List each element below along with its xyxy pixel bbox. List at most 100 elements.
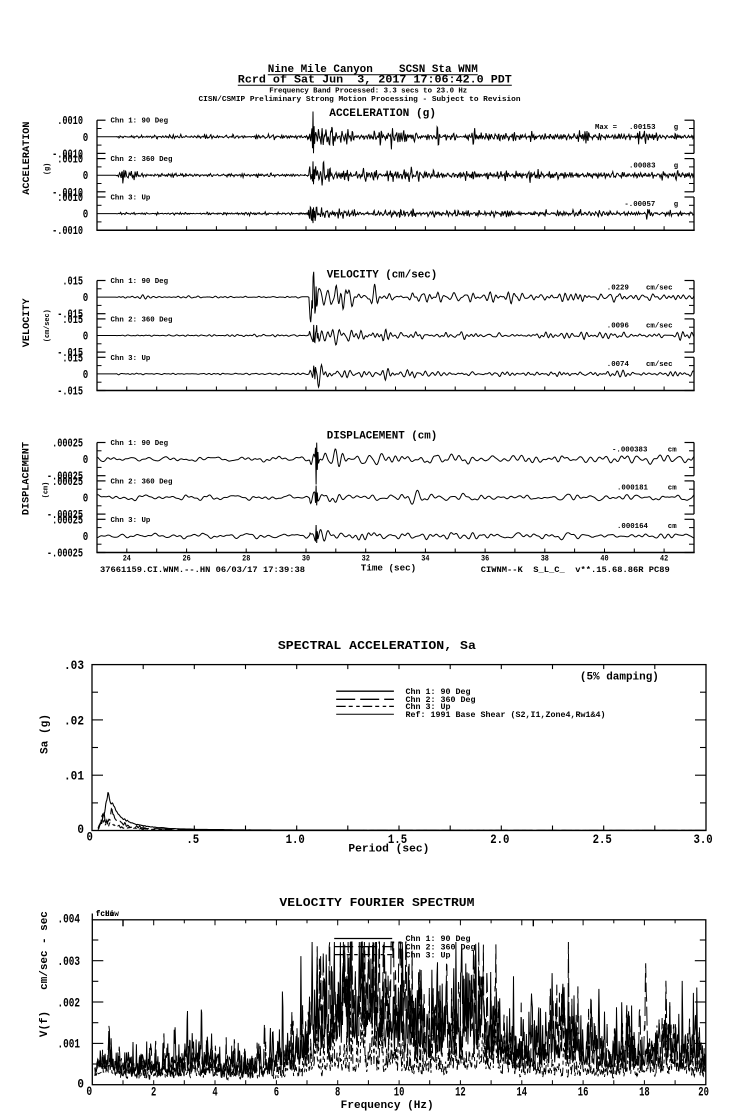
svg-text:.01: .01 — [64, 769, 84, 784]
svg-text:Chn 1: 90 Deg: Chn 1: 90 Deg — [406, 935, 471, 944]
svg-text:38: 38 — [541, 555, 549, 564]
svg-text:0: 0 — [83, 492, 89, 506]
svg-text:.00153: .00153 — [629, 124, 656, 132]
svg-text:-.00057: -.00057 — [624, 201, 655, 209]
svg-text:.0096: .0096 — [607, 323, 630, 331]
svg-text:10: 10 — [394, 1086, 405, 1100]
svg-text:.000164: .000164 — [617, 523, 648, 531]
svg-text:VELOCITY FOURIER SPECTRUM: VELOCITY FOURIER SPECTRUM — [279, 896, 474, 910]
svg-text:42: 42 — [660, 555, 668, 564]
svg-text:Chn 2: 360 Deg: Chn 2: 360 Deg — [111, 316, 173, 324]
svg-text:fcLow: fcLow — [96, 910, 119, 919]
svg-text:16: 16 — [578, 1086, 589, 1100]
svg-text:.00025: .00025 — [52, 475, 83, 489]
svg-text:4: 4 — [212, 1086, 218, 1100]
svg-text:Nine Mile Canyon SCSN Sta W: Nine Mile Canyon SCSN Sta WNM — [268, 64, 478, 76]
svg-text:.002: .002 — [58, 995, 81, 1010]
svg-text:Frequency (Hz): Frequency (Hz) — [341, 1100, 434, 1112]
svg-text:.015: .015 — [62, 313, 83, 327]
svg-text:-.0010: -.0010 — [52, 224, 83, 238]
svg-text:24: 24 — [123, 555, 131, 564]
svg-text:0: 0 — [77, 1076, 84, 1091]
svg-text:CISN/CSMIP Preliminary Strong: CISN/CSMIP Preliminary Strong Motion Pro… — [199, 96, 522, 104]
svg-text:.015: .015 — [62, 351, 83, 365]
svg-text:g: g — [674, 162, 679, 170]
svg-text:0: 0 — [83, 330, 89, 344]
svg-text:0: 0 — [87, 830, 94, 845]
svg-text:.015: .015 — [62, 275, 83, 289]
svg-text:3.0: 3.0 — [694, 832, 713, 847]
svg-text:.00083: .00083 — [629, 162, 656, 170]
svg-text:37661159.CI.WNM.--.HN 06/03/17: 37661159.CI.WNM.--.HN 06/03/17 17:39:38 — [100, 565, 305, 575]
svg-text:Chn 1: 90 Deg: Chn 1: 90 Deg — [406, 688, 471, 697]
svg-text:Chn 2: 360 Deg: Chn 2: 360 Deg — [406, 696, 476, 705]
svg-text:Chn 2: 360 Deg: Chn 2: 360 Deg — [406, 943, 476, 952]
svg-text:30: 30 — [302, 555, 310, 564]
svg-text:28: 28 — [242, 555, 250, 564]
svg-text:CIWNM--K S_L_C_ v**.15.68.86: CIWNM--K S_L_C_ v**.15.68.86R PC89 — [481, 565, 670, 575]
svg-text:Chn 3: Up: Chn 3: Up — [111, 195, 151, 203]
svg-text:14: 14 — [517, 1086, 528, 1100]
svg-text:Chn 1: 90 Deg: Chn 1: 90 Deg — [111, 440, 169, 448]
svg-text:VELOCITY (cm/sec): VELOCITY (cm/sec) — [327, 270, 438, 282]
svg-text:-.00025: -.00025 — [47, 470, 83, 484]
svg-text:cm/sec: cm/sec — [646, 284, 673, 292]
svg-text:6: 6 — [274, 1086, 279, 1100]
svg-text:.0010: .0010 — [57, 191, 83, 205]
svg-text:.02: .02 — [64, 713, 84, 728]
svg-text:V(f): V(f) — [39, 1011, 51, 1037]
svg-text:18: 18 — [639, 1086, 650, 1100]
svg-text:(cm/sec): (cm/sec) — [44, 309, 52, 342]
svg-text:.001: .001 — [58, 1037, 81, 1052]
svg-text:cm/sec: cm/sec — [646, 323, 673, 331]
svg-text:20: 20 — [698, 1086, 709, 1100]
svg-text:Chn 2: 360 Deg: Chn 2: 360 Deg — [111, 478, 173, 486]
svg-text:DISPLACEMENT: DISPLACEMENT — [21, 442, 32, 515]
svg-text:-.0010: -.0010 — [52, 147, 83, 161]
svg-text:(5% damping): (5% damping) — [580, 672, 659, 684]
svg-text:.00025: .00025 — [52, 437, 83, 451]
svg-text:(g): (g) — [44, 163, 52, 175]
svg-text:Rcrd of Sat Jun 3, 2017 17:06: Rcrd of Sat Jun 3, 2017 17:06:42.0 PDT — [238, 74, 512, 86]
svg-text:Ref: 1991 Base Shear (S2,I1,Zo: Ref: 1991 Base Shear (S2,I1,Zone4,Rw1&4) — [406, 711, 606, 720]
svg-text:Chn 2: 360 Deg: Chn 2: 360 Deg — [111, 156, 173, 164]
svg-text:0: 0 — [83, 368, 89, 382]
svg-text:Chn 1: 90 Deg: Chn 1: 90 Deg — [111, 118, 169, 126]
svg-text:0: 0 — [83, 131, 89, 145]
svg-text:Chn 3: Up: Chn 3: Up — [111, 355, 151, 363]
svg-text:.000181: .000181 — [617, 485, 648, 493]
svg-text:0: 0 — [83, 530, 89, 544]
svg-text:cm: cm — [668, 523, 677, 531]
svg-text:cm: cm — [668, 485, 677, 493]
svg-text:ACCELERATION: ACCELERATION — [22, 122, 33, 195]
svg-text:.03: .03 — [64, 658, 84, 673]
svg-text:-.000383: -.000383 — [612, 446, 648, 454]
svg-text:2.0: 2.0 — [490, 832, 509, 847]
svg-text:-.015: -.015 — [57, 385, 83, 399]
svg-text:Chn 3: Up: Chn 3: Up — [406, 951, 451, 960]
svg-text:.0229: .0229 — [607, 284, 630, 292]
svg-text:0: 0 — [83, 208, 89, 222]
svg-text:(cm): (cm) — [43, 482, 51, 498]
svg-text:.004: .004 — [58, 911, 81, 926]
svg-text:32: 32 — [362, 555, 370, 564]
svg-text:Sa (g): Sa (g) — [40, 714, 52, 754]
svg-text:.003: .003 — [58, 954, 81, 969]
svg-text:0: 0 — [77, 822, 84, 837]
svg-text:fcHi: fcHi — [96, 910, 115, 919]
svg-text:DISPLACEMENT (cm): DISPLACEMENT (cm) — [327, 430, 438, 442]
svg-text:cm/sec - sec: cm/sec - sec — [39, 911, 51, 990]
svg-text:.5: .5 — [186, 832, 199, 847]
svg-text:Max =: Max = — [595, 124, 617, 132]
svg-text:1.5: 1.5 — [388, 832, 407, 847]
svg-text:-.00025: -.00025 — [47, 508, 83, 522]
svg-text:SPECTRAL ACCELERATION, Sa: SPECTRAL ACCELERATION, Sa — [278, 639, 476, 653]
svg-text:26: 26 — [183, 555, 191, 564]
svg-text:.00025: .00025 — [52, 513, 83, 527]
svg-text:Period (sec): Period (sec) — [348, 843, 429, 855]
svg-text:2: 2 — [151, 1086, 156, 1100]
svg-text:0: 0 — [83, 291, 89, 305]
svg-text:0: 0 — [83, 169, 89, 183]
svg-text:VELOCITY: VELOCITY — [22, 298, 33, 347]
svg-text:cm/sec: cm/sec — [646, 361, 673, 369]
